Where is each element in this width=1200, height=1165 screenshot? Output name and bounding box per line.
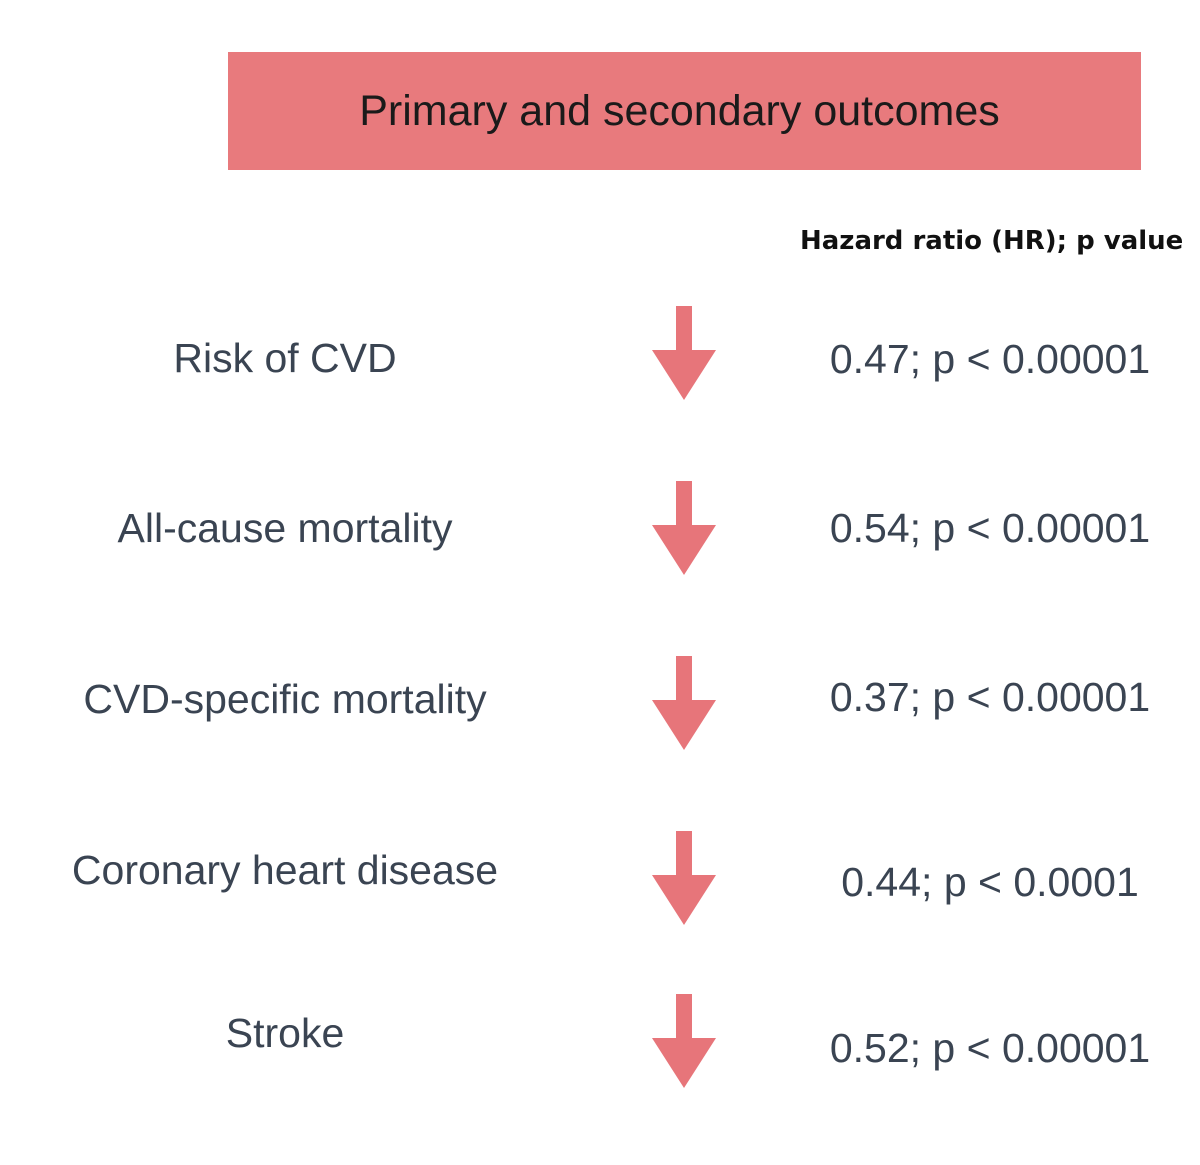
hazard-ratio-value: 0.47; p < 0.00001: [829, 336, 1151, 382]
page-title: Primary and secondary outcomes: [359, 86, 1000, 135]
down-arrow-icon: [652, 656, 716, 750]
outcome-row: Stroke 0.52; p < 0.00001: [0, 990, 1200, 1110]
outcome-label: Stroke: [225, 1010, 345, 1056]
outcome-label: Coronary heart disease: [71, 847, 499, 893]
outcome-label: All-cause mortality: [117, 505, 453, 551]
down-arrow-icon: [652, 831, 716, 925]
outcome-row: Risk of CVD 0.47; p < 0.00001: [0, 300, 1200, 420]
outcome-label: Risk of CVD: [173, 335, 397, 381]
hazard-ratio-value: 0.54; p < 0.00001: [829, 505, 1151, 551]
down-arrow-icon: [652, 306, 716, 400]
down-arrow-icon: [652, 994, 716, 1088]
outcome-label: CVD-specific mortality: [83, 676, 487, 722]
outcome-row: CVD-specific mortality 0.37; p < 0.00001: [0, 650, 1200, 770]
outcome-row: All-cause mortality 0.54; p < 0.00001: [0, 475, 1200, 595]
hazard-ratio-value: 0.37; p < 0.00001: [829, 674, 1151, 720]
title-banner: Primary and secondary outcomes: [228, 52, 1141, 170]
outcome-row: Coronary heart disease 0.44; p < 0.0001: [0, 825, 1200, 945]
column-header-hazard-ratio: Hazard ratio (HR); p value: [800, 226, 1184, 256]
down-arrow-icon: [652, 481, 716, 575]
hazard-ratio-value: 0.52; p < 0.00001: [829, 1025, 1151, 1071]
hazard-ratio-value: 0.44; p < 0.0001: [841, 859, 1139, 905]
